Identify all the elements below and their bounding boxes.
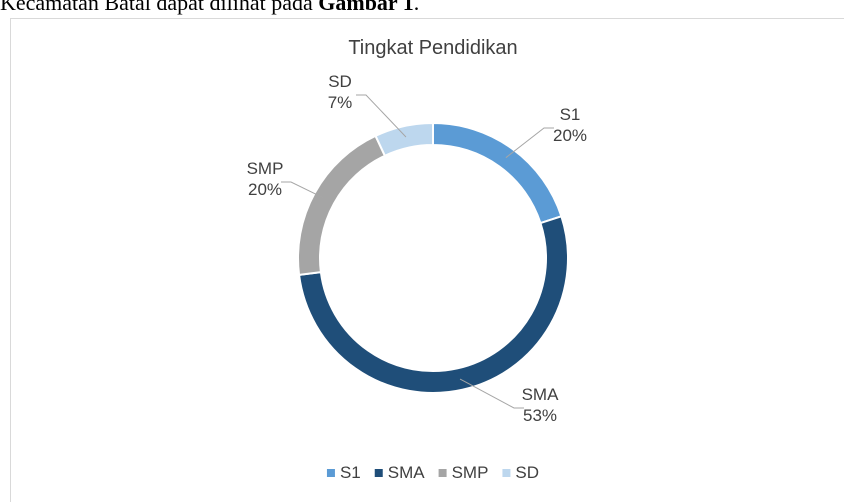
leader-line — [459, 378, 524, 409]
legend: S1 SMA SMP SD — [326, 463, 539, 482]
legend-label: SD — [515, 463, 539, 482]
data-label-category: SMP — [247, 159, 284, 178]
legend-label: SMA — [388, 463, 426, 482]
data-label: 20% — [248, 180, 282, 199]
data-label: 53% — [523, 406, 557, 425]
text-end: . — [414, 0, 420, 15]
legend-swatch — [374, 469, 383, 477]
data-label: 20% — [553, 126, 587, 145]
leader-line — [505, 127, 554, 159]
data-label-category: S1 — [560, 105, 581, 124]
legend-swatch — [502, 469, 511, 477]
chart-title: Tingkat Pendidikan — [348, 37, 517, 59]
body-text: Kecamatan Batal dapat dilihat pada Gamba… — [0, 0, 419, 15]
legend-label: SMP — [452, 463, 489, 482]
data-label: 7% — [328, 93, 353, 112]
leader-line — [281, 181, 325, 199]
donut-slice — [374, 121, 434, 158]
chart-frame — [10, 18, 844, 502]
leader-line — [356, 94, 407, 138]
legend-label: S1 — [340, 463, 361, 482]
data-label-category: SMA — [522, 385, 560, 404]
legend-swatch — [326, 469, 335, 477]
text-bold: Gambar 1 — [318, 0, 414, 15]
data-label-category: SD — [328, 72, 352, 91]
text-plain: Kecamatan Batal dapat dilihat pada — [0, 0, 313, 15]
legend-swatch — [438, 469, 447, 477]
